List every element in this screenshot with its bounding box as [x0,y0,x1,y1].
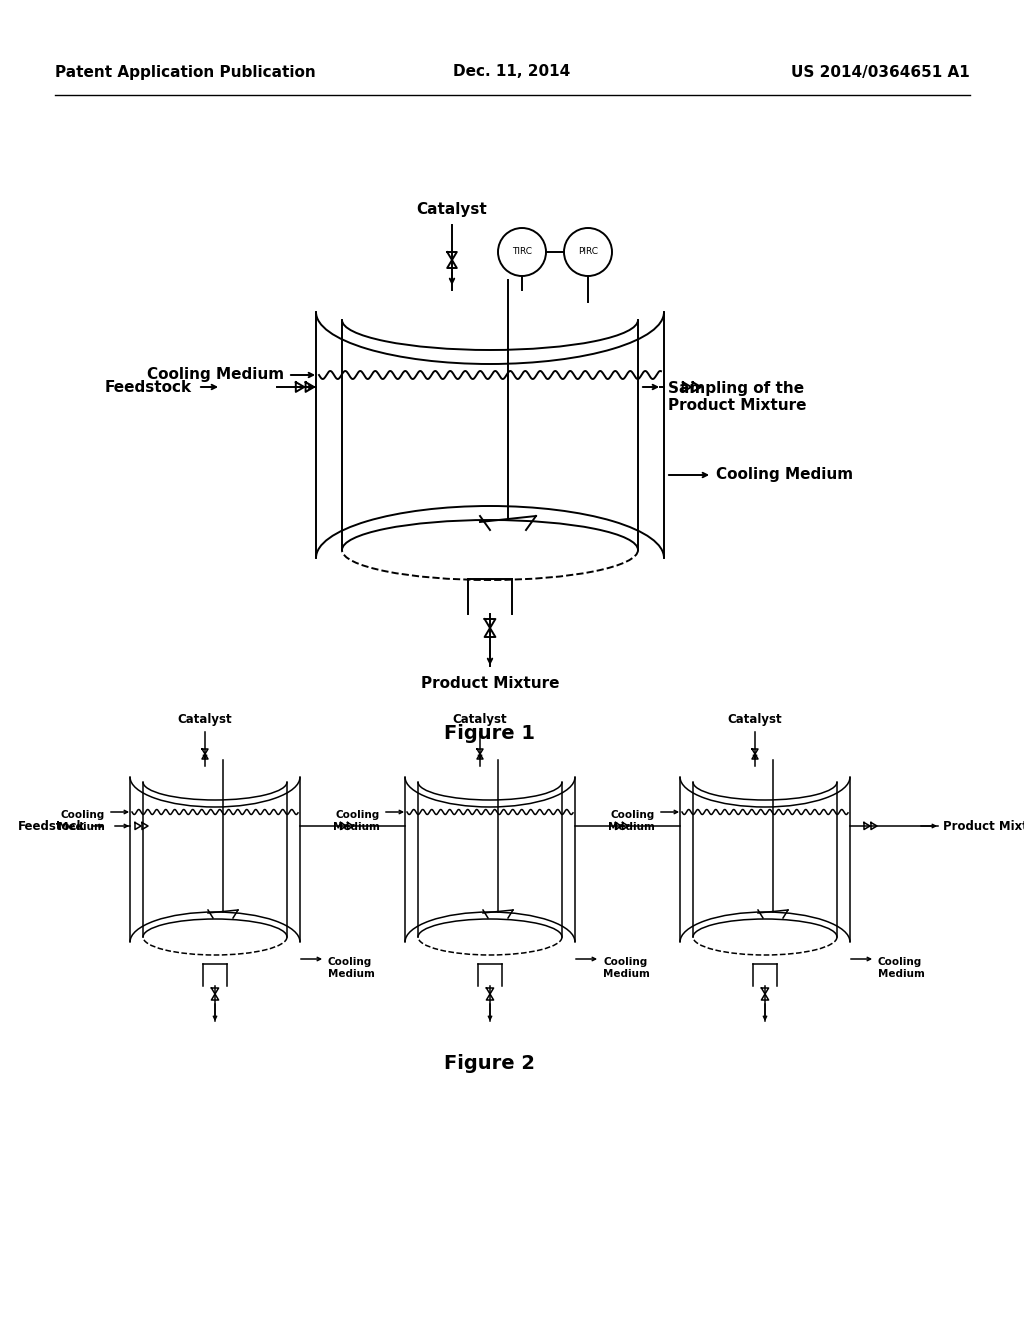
Text: Cooling Medium: Cooling Medium [146,367,284,383]
Text: Catalyst: Catalyst [417,202,487,216]
Ellipse shape [342,290,638,350]
Text: Cooling
Medium: Cooling Medium [328,957,375,978]
Text: Patent Application Publication: Patent Application Publication [55,65,315,79]
Text: Cooling
Medium: Cooling Medium [58,810,105,832]
Text: Cooling
Medium: Cooling Medium [878,957,925,978]
Text: Catalyst: Catalyst [453,713,507,726]
Circle shape [564,228,612,276]
Text: Feedstock: Feedstock [104,380,193,395]
Text: Catalyst: Catalyst [178,713,232,726]
Text: Figure 1: Figure 1 [444,723,536,743]
Text: Sampling of the
Product Mixture: Sampling of the Product Mixture [668,381,807,413]
Text: Product Mixture: Product Mixture [943,820,1024,833]
Text: Cooling
Medium: Cooling Medium [608,810,655,832]
Text: Dec. 11, 2014: Dec. 11, 2014 [454,65,570,79]
Text: US 2014/0364651 A1: US 2014/0364651 A1 [792,65,970,79]
Text: TIRC: TIRC [512,248,532,256]
Text: Product Mixture: Product Mixture [421,676,559,690]
Text: Cooling
Medium: Cooling Medium [333,810,380,832]
Text: Cooling
Medium: Cooling Medium [603,957,650,978]
Text: Cooling Medium: Cooling Medium [716,467,853,483]
Circle shape [498,228,546,276]
Text: Catalyst: Catalyst [728,713,782,726]
Text: Feedstock: Feedstock [17,820,85,833]
Text: Figure 2: Figure 2 [444,1053,536,1073]
Text: PIRC: PIRC [578,248,598,256]
